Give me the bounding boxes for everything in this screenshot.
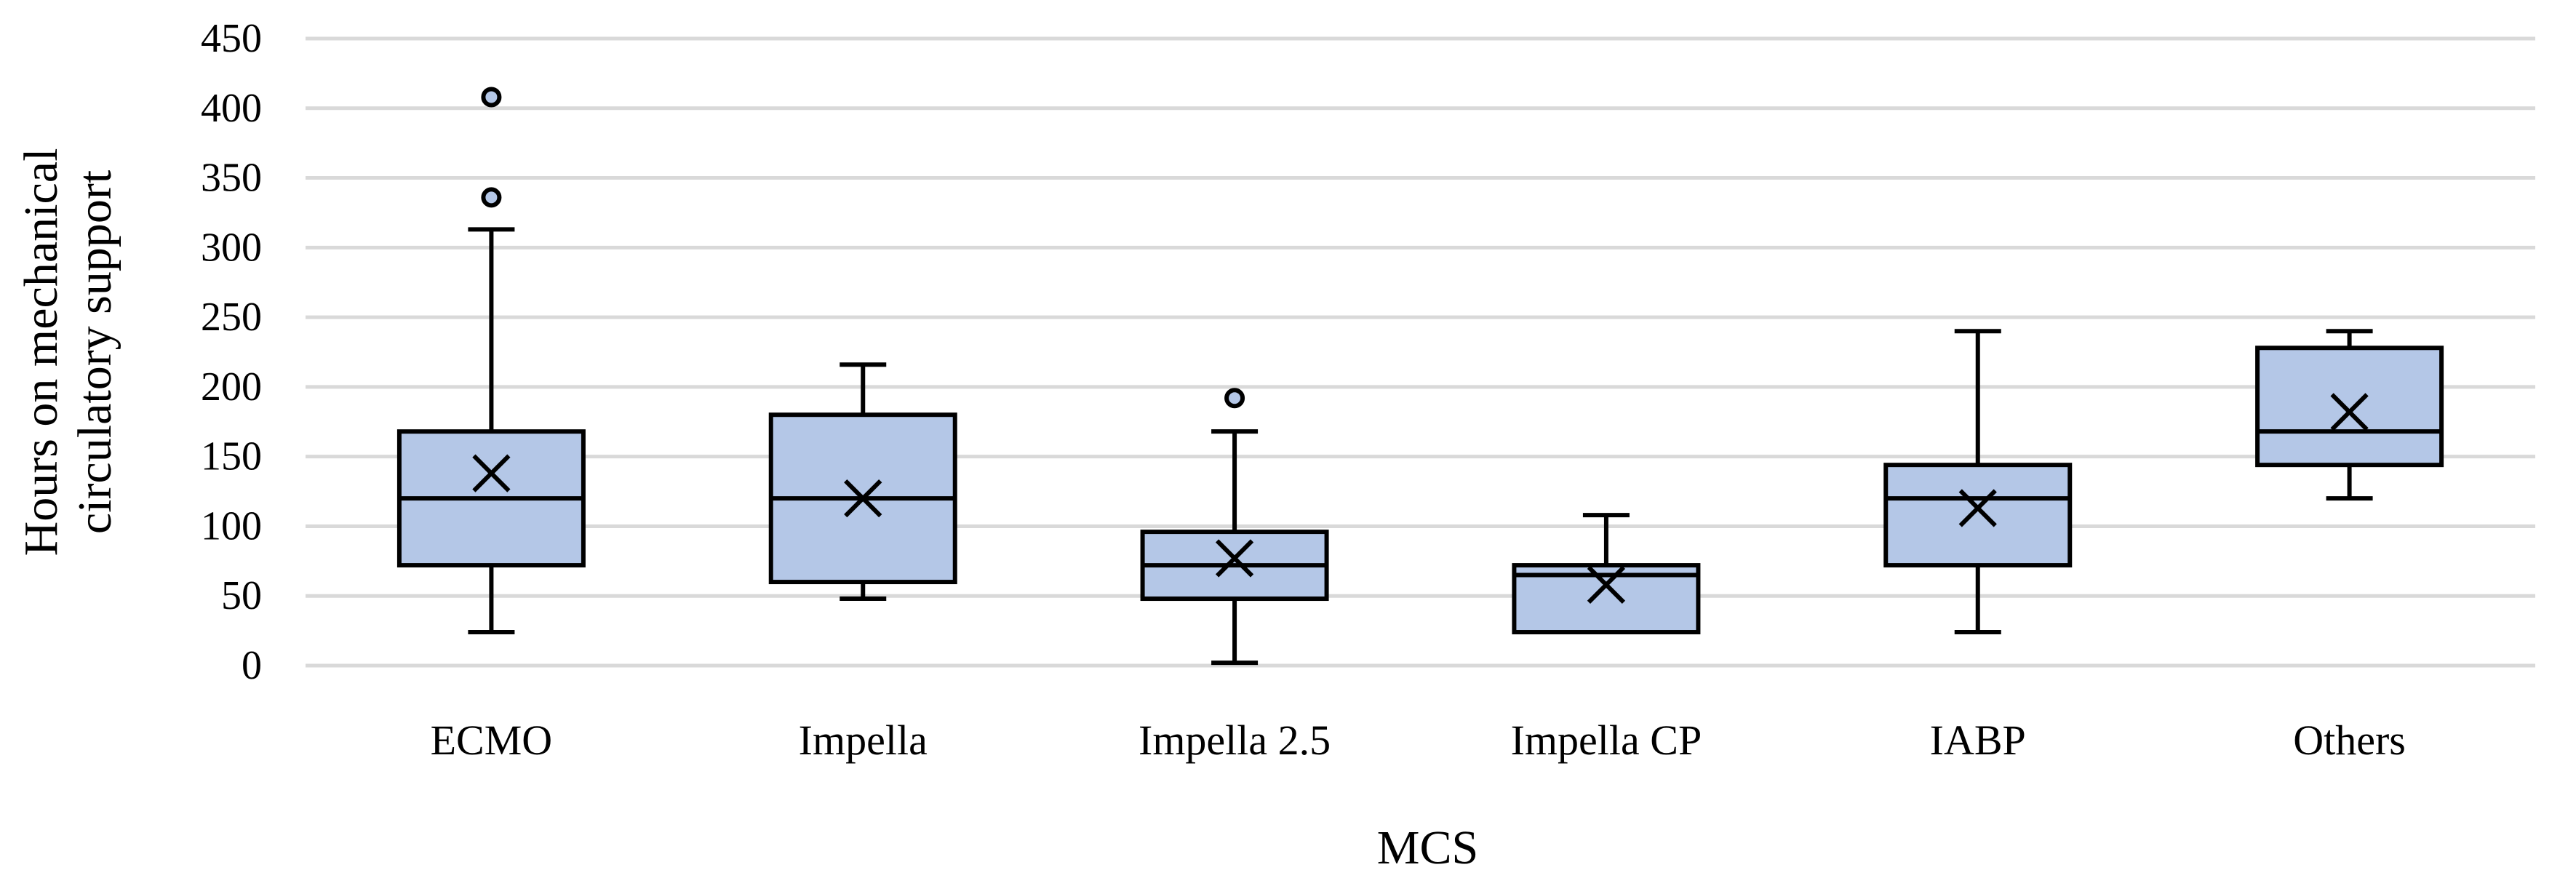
x-tick-label: Impella: [799, 717, 928, 764]
box-impella-2-5: [1140, 388, 1329, 666]
y-tick-label: 0: [242, 643, 262, 688]
box-iqr: [2255, 346, 2444, 468]
mean-marker: [844, 479, 882, 518]
x-tick-label: Others: [2293, 717, 2406, 764]
y-tick-label: 250: [201, 295, 262, 340]
y-tick-label: 50: [221, 573, 262, 618]
box-others: [2255, 329, 2444, 501]
box-impella: [768, 362, 957, 602]
labels: 0 50 100 150 200 250 300 350 400 450 ECMO Impella Im…: [15, 16, 2406, 874]
x-tick-label: ECMO: [431, 717, 553, 764]
y-axis-title: Hours on mechanical circulatory support: [15, 148, 121, 556]
y-axis-title-line: circulatory support: [68, 170, 121, 534]
x-axis-title: MCS: [1377, 821, 1478, 874]
boxes: [396, 87, 2444, 666]
y-tick-label: 400: [201, 86, 262, 131]
y-tick-label: 100: [201, 503, 262, 548]
y-tick-label: 450: [201, 16, 262, 61]
x-tick-label: Impella CP: [1511, 717, 1702, 764]
outlier-point: [481, 187, 502, 208]
box-iqr: [1883, 463, 2073, 568]
y-tick-label: 300: [201, 225, 262, 270]
x-tick-label: IABP: [1930, 717, 2026, 764]
mean-marker: [1215, 539, 1254, 578]
outlier-point: [481, 87, 502, 108]
mean-marker: [1958, 489, 1997, 527]
y-tick-label: 350: [201, 156, 262, 201]
y-tick-label: 150: [201, 434, 262, 479]
y-tick-label: 200: [201, 364, 262, 410]
mean-marker: [1587, 565, 1626, 604]
box-iabp: [1883, 329, 2073, 635]
y-axis-title-line: Hours on mechanical: [15, 148, 68, 556]
outlier-point: [1224, 388, 1245, 409]
mean-marker: [472, 454, 511, 492]
box-ecmo: [396, 87, 586, 635]
x-tick-label: Impella 2.5: [1139, 717, 1331, 764]
gridlines: [306, 36, 2535, 598]
box-impella-cp: [1512, 513, 1701, 635]
mean-marker: [2330, 393, 2369, 431]
